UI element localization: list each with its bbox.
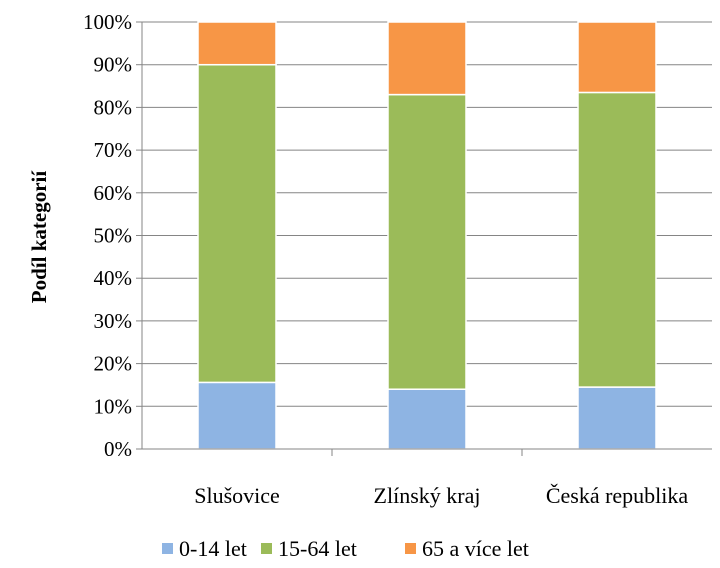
bar-segment-2-2 — [387, 93, 467, 390]
legend-swatch — [162, 543, 173, 554]
bars — [197, 21, 657, 450]
bar-segment-2-1 — [197, 63, 277, 384]
y-tick-label: 10% — [94, 394, 133, 418]
bar-segment-1-1 — [197, 381, 277, 450]
y-tick-label: 40% — [94, 266, 133, 290]
legend-label: 15-64 let — [278, 536, 357, 561]
y-tick-label: 0% — [104, 437, 132, 461]
y-axis-title: Podíl kategorií — [27, 170, 51, 304]
bar-segment-3-1 — [197, 21, 277, 66]
legend-label: 0-14 let — [179, 536, 247, 561]
y-axis-ticks: 0% 10% 20% 30% 40% 50% 60% 70% 80% 90% 100% — [83, 10, 142, 461]
legend-swatch — [261, 543, 272, 554]
y-tick-label: 80% — [94, 95, 133, 119]
bar-segment-2-3 — [577, 91, 657, 388]
y-tick-label: 50% — [94, 224, 133, 248]
legend-swatch — [405, 543, 416, 554]
y-tick-label: 60% — [94, 181, 133, 205]
x-category-label: Česká republika — [546, 483, 689, 508]
y-tick-label: 20% — [94, 352, 133, 376]
bar-segment-3-2 — [387, 21, 467, 96]
y-tick-label: 100% — [83, 10, 132, 34]
bar-segment-3-3 — [577, 21, 657, 94]
y-tick-label: 70% — [94, 138, 133, 162]
y-tick-label: 30% — [94, 309, 133, 333]
y-tick-label: 90% — [94, 53, 133, 77]
bar-segment-1-2 — [387, 388, 467, 450]
x-category-label: Zlínský kraj — [374, 483, 481, 508]
x-axis: Slušovice Zlínský kraj Česká republika — [141, 22, 712, 508]
bar-segment-1-3 — [577, 386, 657, 450]
legend: 0-14 let 15-64 let 65 a více let — [162, 536, 529, 561]
legend-label: 65 a více let — [422, 536, 529, 561]
x-category-label: Slušovice — [194, 483, 280, 508]
